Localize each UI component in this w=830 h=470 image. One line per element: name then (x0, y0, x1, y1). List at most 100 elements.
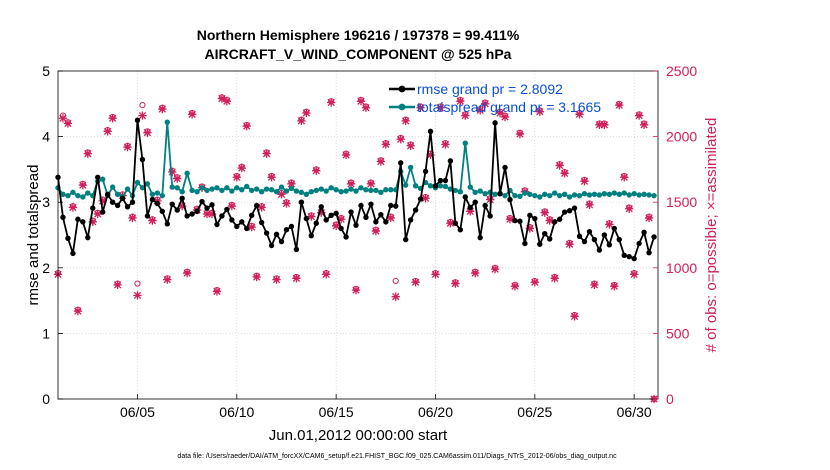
totalspread-point (328, 185, 334, 191)
rmse-point (85, 234, 91, 241)
totalspread-point (407, 164, 414, 171)
rmse-point (492, 120, 498, 126)
rmse-point (402, 236, 409, 243)
rmse-point (179, 195, 185, 201)
totalspread-point (358, 185, 364, 191)
totalspread-point (651, 192, 657, 199)
obs-assimilated-point (272, 275, 281, 284)
rmse-point (537, 241, 543, 247)
obs-assimilated-point (634, 111, 644, 120)
rmse-point (174, 207, 180, 213)
rmse-point (253, 202, 260, 209)
obs-possible-point (392, 277, 399, 285)
obs-assimilated-point (262, 149, 271, 158)
rmse-point (497, 190, 503, 197)
totalspread-point (268, 187, 275, 193)
obs-assimilated-point (202, 209, 212, 219)
totalspread-point (378, 189, 384, 196)
totalspread-point (368, 187, 374, 194)
obs-assimilated-point (560, 169, 569, 178)
legend-rmse-label: rmse grand pr = 2.8092 (417, 81, 563, 97)
totalspread-point (80, 194, 86, 200)
totalspread-point (288, 185, 295, 192)
rmse-point (159, 208, 166, 215)
rmse-point (368, 201, 374, 207)
rmse-point (636, 240, 642, 247)
obs-assimilated-point (73, 306, 83, 316)
totalspread-point (343, 188, 349, 194)
obs-assimilated-point (391, 292, 400, 301)
rmse-point (547, 236, 553, 242)
totalspread-point (547, 192, 553, 199)
obs-assimilated-point (307, 212, 316, 221)
obs-assimilated-point (396, 135, 405, 144)
rmse-point (358, 202, 364, 209)
rmse-point (343, 234, 349, 240)
obs-assimilated-point (227, 201, 237, 211)
obs-assimilated-point (540, 208, 549, 217)
obs-assimilated-point (505, 215, 515, 224)
obs-assimilated-point (302, 108, 311, 118)
x-tick-label: 06/20 (418, 404, 453, 420)
totalspread-point (263, 186, 270, 192)
x-axis: 06/05 06/10 06/15 06/20 06/25 06/30 (120, 394, 652, 420)
obs-assimilated-point (58, 114, 68, 123)
totalspread-point (199, 185, 205, 191)
obs-assimilated-point (555, 161, 564, 170)
obs-assimilated-point (178, 201, 187, 211)
obs-assimilated-point (168, 167, 177, 177)
rmse-point (616, 236, 622, 243)
totalspread-point (502, 192, 508, 199)
obs-assimilated-point (595, 120, 604, 129)
rmse-point (298, 199, 305, 205)
totalspread-point (283, 188, 290, 194)
rmse-point (263, 230, 270, 236)
rmse-point (452, 220, 459, 226)
obs-assimilated-point (620, 173, 629, 182)
rmse-point (427, 128, 434, 135)
totalspread-point (383, 187, 389, 193)
rmse-point (596, 247, 603, 253)
obs-assimilated-point (416, 103, 425, 112)
totalspread-point (626, 192, 632, 198)
totalspread-point (303, 191, 310, 198)
obs-assimilated-point (461, 111, 470, 120)
obs-assimilated-point (88, 217, 97, 227)
obs-assimilated-point (331, 221, 341, 230)
obs-assimilated-point (297, 116, 306, 126)
rmse-point (467, 204, 473, 211)
totalspread-point (537, 194, 543, 200)
obs-assimilated-point (237, 163, 246, 173)
totalspread-point (164, 119, 170, 125)
obs-assimilated-point (103, 127, 112, 136)
obs-assimilated-point (550, 274, 559, 283)
rmse-point (447, 158, 454, 164)
rmse-point (641, 229, 647, 236)
rmse-point (601, 232, 608, 238)
totalspread-point (412, 183, 419, 189)
rmse-point (477, 234, 483, 241)
obs-assimilated-point (490, 264, 500, 274)
rmse-point (70, 250, 76, 257)
totalspread-point (149, 191, 156, 198)
rmse-point (268, 242, 275, 249)
rmse-point (75, 216, 81, 222)
obs-assimilated-point (113, 280, 122, 290)
rmse-point (273, 231, 280, 238)
rmse-point (333, 210, 339, 217)
rmse-point (169, 201, 175, 207)
rmse-point (591, 236, 598, 243)
rmse-point (373, 219, 379, 225)
rmse-point (149, 196, 156, 203)
rmse-point (90, 205, 96, 211)
obs-assimilated-point (336, 215, 346, 224)
rmse-point (219, 213, 225, 219)
totalspread-point (517, 193, 523, 199)
obs-assimilated-point (108, 114, 117, 123)
rmse-point (303, 215, 310, 222)
rmse-point (60, 214, 66, 220)
rmse-point (328, 212, 334, 219)
totalspread-point (229, 188, 235, 194)
rmse-point (109, 199, 116, 205)
